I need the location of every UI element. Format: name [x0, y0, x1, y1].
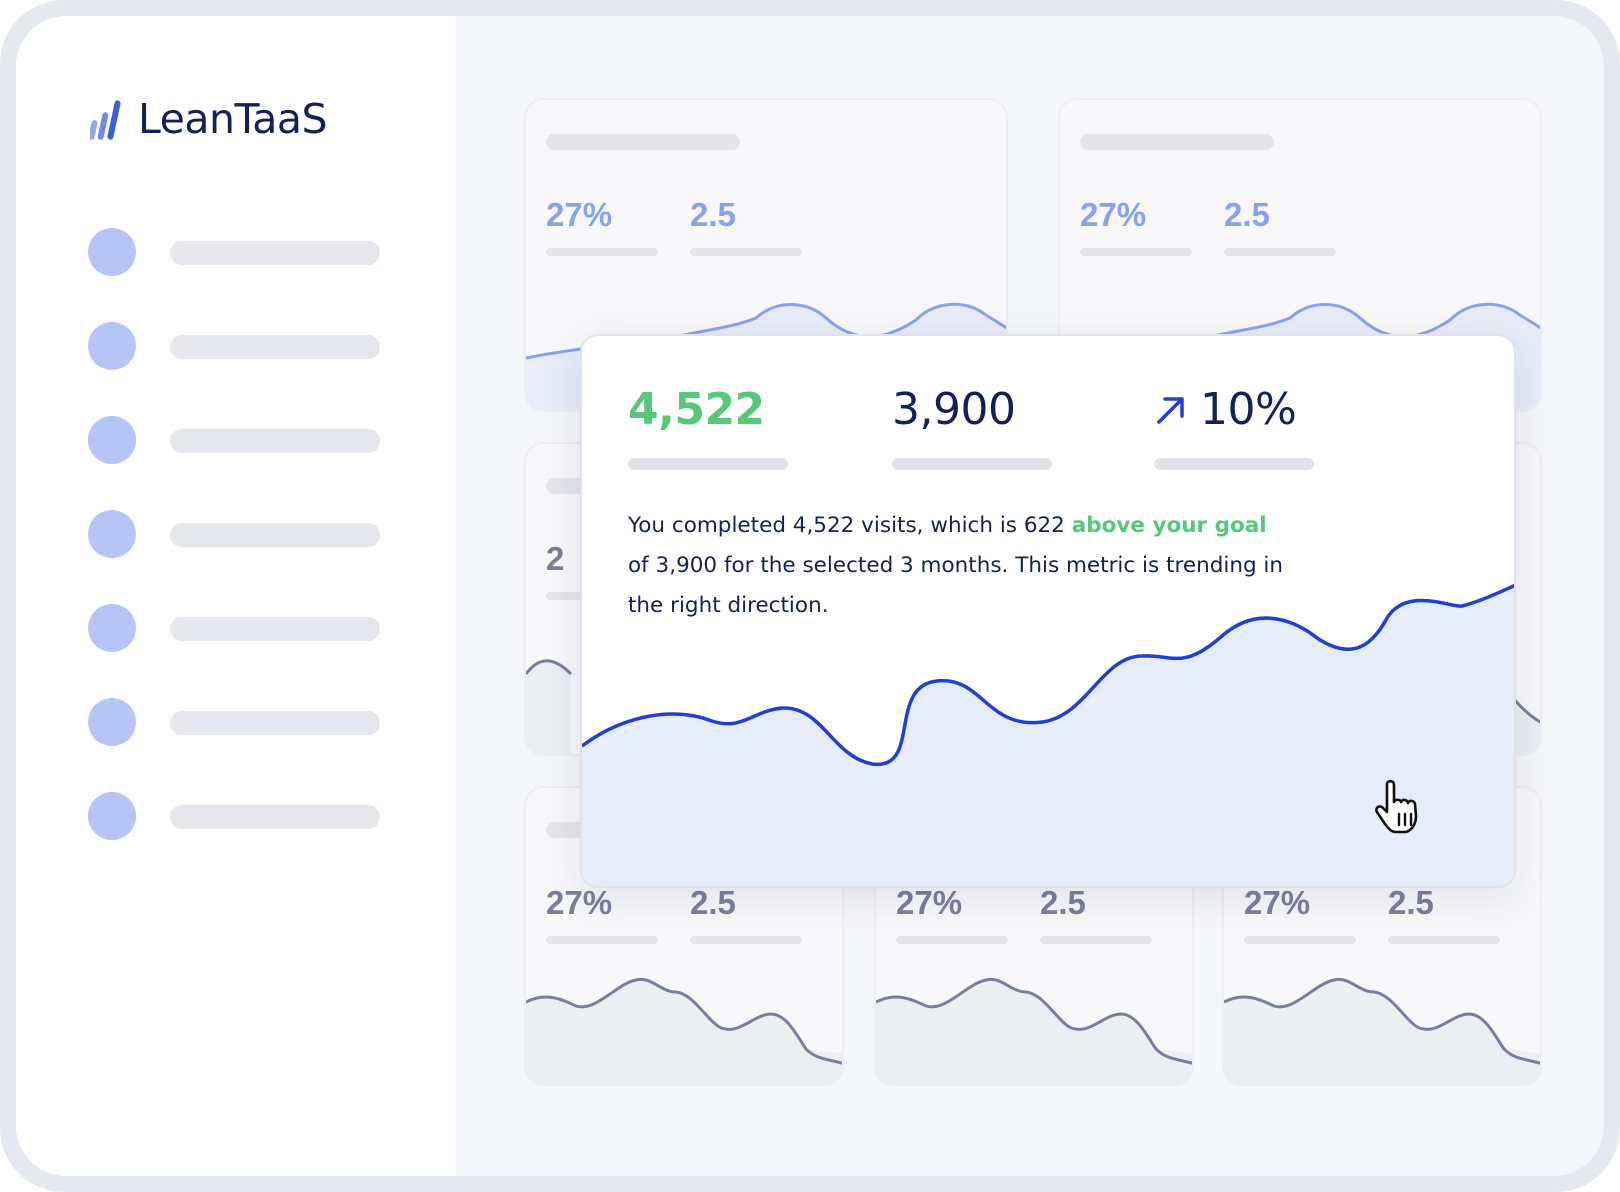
card-sparkline	[526, 977, 842, 1084]
card-stat-primary: 27%	[1244, 884, 1311, 921]
nav-label-placeholder	[170, 335, 380, 359]
stat-label-placeholder	[546, 936, 658, 944]
stat-label-placeholder	[690, 248, 802, 256]
card-stat-secondary: 2.5	[1224, 196, 1270, 233]
nav-label-placeholder	[170, 711, 380, 735]
card-stat-primary: 27%	[896, 884, 963, 921]
metric-label-placeholder	[1154, 458, 1314, 470]
metric-detail-popup[interactable]: 4,522 3,900 10% You completed 4,522 visi…	[580, 334, 1516, 888]
stat-label-placeholder	[1080, 248, 1192, 256]
metric-label-placeholder	[892, 458, 1052, 470]
card-stat-secondary: 2.5	[1040, 884, 1086, 921]
card-sparkline	[1224, 977, 1540, 1084]
nav-avatar	[88, 416, 136, 464]
nav-avatar	[88, 322, 136, 370]
summary-part2: of 3,900 for the selected 3 months. This…	[628, 553, 1284, 618]
card-stat-primary: 27%	[546, 196, 613, 233]
stat-label-placeholder	[1040, 936, 1152, 944]
trend-percentage: 10%	[1200, 384, 1297, 435]
card-stat-secondary: 2.5	[690, 884, 736, 921]
stat-label-placeholder	[546, 248, 658, 256]
sidebar-item[interactable]	[88, 416, 388, 464]
stat-label-placeholder	[1244, 936, 1356, 944]
nav-avatar	[88, 604, 136, 652]
stat-label-placeholder	[896, 936, 1008, 944]
completed-visits-value: 4,522	[628, 384, 765, 435]
card-stat-primary: 27%	[546, 884, 613, 921]
card-sparkline	[876, 977, 1192, 1084]
brand-logo[interactable]: LeanTaaS	[90, 94, 328, 143]
trend-line	[582, 583, 1514, 766]
nav-avatar	[88, 698, 136, 746]
goal-value: 3,900	[892, 384, 1016, 435]
sidebar-item[interactable]	[88, 604, 388, 652]
arrow-up-right-icon	[1157, 397, 1184, 424]
stat-label-placeholder	[1224, 248, 1336, 256]
card-stat-primary: 27%	[1080, 196, 1147, 233]
nav-label-placeholder	[170, 429, 380, 453]
nav-label-placeholder	[170, 617, 380, 641]
card-title-placeholder	[546, 134, 740, 150]
card-sparkline	[526, 659, 573, 754]
card-stat-secondary: 2.5	[1388, 884, 1434, 921]
card-stat-secondary: 2.5	[690, 196, 736, 233]
logo-text: LeanTaaS	[138, 94, 328, 143]
nav-label-placeholder	[170, 523, 380, 547]
summary-highlight: above your goal	[1071, 513, 1267, 538]
nav-label-placeholder	[170, 805, 380, 829]
sidebar-item[interactable]	[88, 792, 388, 840]
summary-text: You completed 4,522 visits, which is 622…	[628, 506, 1288, 626]
summary-part1: You completed 4,522 visits, which is 622	[628, 513, 1072, 538]
trend-area-chart	[582, 583, 1514, 886]
card-title-placeholder	[1080, 134, 1274, 150]
sidebar: LeanTaaS	[16, 16, 456, 1176]
bar-chart-logo-icon	[90, 100, 121, 140]
sidebar-item[interactable]	[88, 228, 388, 276]
trend-area-fill	[582, 585, 1514, 886]
sidebar-item[interactable]	[88, 510, 388, 558]
hand-pointer-icon	[1375, 779, 1418, 834]
nav-avatar	[88, 792, 136, 840]
trend-metric: 10%	[1154, 384, 1297, 435]
stat-label-placeholder	[1388, 936, 1500, 944]
stat-label-placeholder	[690, 936, 802, 944]
sidebar-item[interactable]	[88, 322, 388, 370]
metric-label-placeholder	[628, 458, 788, 470]
nav-avatar	[88, 510, 136, 558]
app-window: LeanTaaS 27% 2.5 27% 2.5	[16, 16, 1604, 1176]
sidebar-item[interactable]	[88, 698, 388, 746]
card-stat-primary-partial: 2	[546, 540, 565, 577]
nav-label-placeholder	[170, 241, 380, 265]
nav-avatar	[88, 228, 136, 276]
